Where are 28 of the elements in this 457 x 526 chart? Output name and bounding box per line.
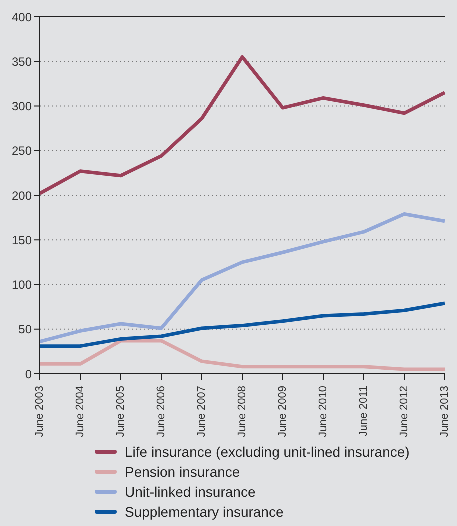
y-tick-label: 100 [12,278,32,292]
x-tick-label: June 2013 [439,386,451,438]
y-tick-label: 50 [18,322,32,337]
x-tick-label: June 2003 [34,386,46,438]
x-tick-label: June 2006 [156,386,168,438]
y-tick-label: 350 [12,54,32,69]
x-tick-label: June 2012 [398,386,410,438]
x-tick-label: June 2008 [236,386,248,438]
line-series [38,302,447,348]
x-tick-label: June 2010 [318,386,330,438]
x-tick-label: June 2009 [277,386,289,438]
y-tick-label: 150 [12,233,32,248]
legend-label: Unit-linked insurance [125,483,256,502]
y-tick-label: 0 [25,367,32,382]
x-tick-label: June 2004 [74,386,86,438]
y-tick-label: 300 [12,100,32,114]
line-series [38,55,447,196]
x-tick-label: June 2007 [196,386,208,438]
y-tick-label: 200 [12,188,32,203]
y-tick-label: 400 [12,10,32,24]
legend-label: Supplementary insurance [125,503,284,522]
line-series [38,339,447,372]
x-tick-label: June 2011 [358,386,370,437]
y-tick-label: 250 [12,144,32,158]
x-tick-label: June 2005 [115,386,127,438]
line-series [38,212,447,344]
legend-label: Pension insurance [125,463,240,482]
legend-label: Life insurance (excluding unit-lined insurance) [125,443,410,462]
